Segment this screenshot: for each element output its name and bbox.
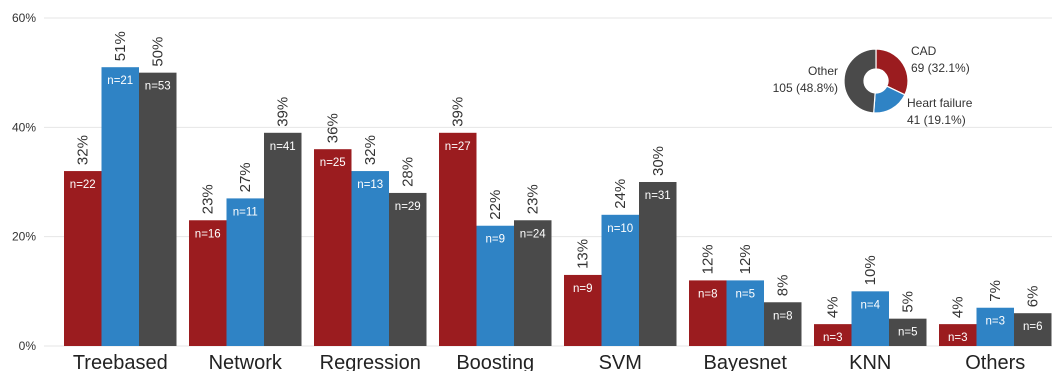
bar-value-label: 23% — [200, 184, 217, 214]
x-category-label: Network — [209, 352, 283, 371]
bar — [314, 149, 352, 346]
bar-value-label: 24% — [612, 179, 629, 209]
bar-layer — [64, 67, 1052, 347]
bar — [939, 324, 977, 346]
x-category-label: Boosting — [456, 352, 534, 371]
bar-count-label: n=53 — [145, 81, 171, 93]
bar-count-label: n=10 — [607, 223, 633, 235]
bar-value-label: 32% — [75, 135, 92, 165]
donut-inset: CAD 69 (32.1%) Heart failure 41 (19.1%) Othe… — [773, 44, 973, 127]
bar — [601, 214, 639, 346]
bar-count-label: n=8 — [698, 288, 718, 300]
bar-count-label: n=31 — [645, 190, 671, 202]
x-category-label: Bayesnet — [704, 352, 788, 371]
bar — [726, 280, 764, 346]
bar — [764, 302, 802, 346]
bar-count-label: n=9 — [485, 234, 505, 246]
donut-slice-value: 69 (32.1%) — [911, 61, 970, 75]
x-category-label: Regression — [320, 352, 421, 371]
bar-count-label: n=3 — [948, 332, 968, 344]
bar-count-label: n=16 — [195, 228, 221, 240]
bar-count-label: n=5 — [735, 288, 755, 300]
bar-value-label: 12% — [700, 244, 717, 274]
bar-value-label: 4% — [825, 296, 842, 318]
bar — [564, 274, 602, 346]
bar — [1014, 313, 1052, 346]
bar-count-label: n=13 — [357, 179, 383, 191]
bar-value-label: 51% — [112, 31, 129, 61]
donut-slice — [843, 48, 877, 114]
bar — [226, 198, 264, 346]
bar-value-label: 12% — [737, 244, 754, 274]
x-category-label: SVM — [599, 352, 642, 371]
bar-count-label: n=11 — [233, 206, 258, 218]
bar-value-label: 10% — [862, 255, 879, 285]
bar — [389, 192, 427, 346]
donut-slice-value: 41 (19.1%) — [907, 113, 966, 127]
bar-count-label: n=5 — [898, 327, 918, 339]
bar-value-label: 28% — [400, 157, 417, 187]
bar-value-label: 13% — [575, 239, 592, 269]
bar — [476, 225, 514, 346]
bar-count-label: n=4 — [860, 299, 880, 311]
bar-value-label: 50% — [150, 37, 167, 67]
donut-slice-name: CAD — [911, 44, 937, 58]
bar-count-label: n=3 — [823, 332, 843, 344]
bar — [264, 132, 302, 346]
y-tick-label: 60% — [12, 11, 36, 25]
bar-value-label: 23% — [525, 184, 542, 214]
bar-value-label: 36% — [325, 113, 342, 143]
bar — [851, 291, 889, 346]
bar-count-label: n=24 — [520, 228, 547, 240]
donut-slice-value: 105 (48.8%) — [773, 81, 838, 95]
bar — [889, 318, 927, 346]
bar-value-label: 6% — [1025, 286, 1042, 308]
bar-count-label: n=25 — [320, 157, 346, 169]
x-category-label: KNN — [849, 352, 891, 371]
bar-count-label: n=8 — [773, 310, 793, 322]
y-tick-label: 20% — [12, 230, 36, 244]
bar — [64, 171, 102, 346]
bar — [689, 280, 727, 346]
bar-value-label: 4% — [950, 296, 967, 318]
x-category-label: Treebased — [73, 352, 168, 371]
bar-value-label: 8% — [775, 275, 792, 297]
y-tick-label: 0% — [19, 339, 37, 353]
x-category-label: Others — [965, 352, 1025, 371]
bar-count-label: n=27 — [445, 141, 471, 153]
bar — [101, 67, 139, 346]
bar-count-label: n=22 — [70, 179, 96, 191]
bar-value-label: 27% — [237, 162, 254, 192]
bar-value-label: 39% — [275, 97, 292, 127]
bar-value-label: 30% — [650, 146, 667, 176]
donut-slice — [875, 48, 909, 96]
bar-value-label: 7% — [987, 280, 1004, 302]
bar — [189, 220, 227, 346]
bar — [814, 324, 852, 346]
bar-count-label: n=41 — [270, 141, 296, 153]
bar-count-label: n=9 — [573, 283, 593, 295]
bar-value-label: 32% — [362, 135, 379, 165]
bar-count-label: n=21 — [107, 75, 133, 87]
bar-value-label: 5% — [900, 291, 917, 313]
label-layer: n=22 32% n=21 51% n=53 50% Treebased n=16 23% n=1… — [70, 31, 1043, 371]
donut-slice-name: Heart failure — [907, 96, 973, 110]
bar-value-label: 22% — [487, 190, 504, 220]
bar — [439, 132, 477, 346]
bar — [351, 171, 389, 346]
bar — [514, 220, 552, 346]
bar-value-label: 39% — [450, 97, 467, 127]
bar-count-label: n=29 — [395, 201, 421, 213]
bar — [976, 307, 1014, 346]
bar — [639, 182, 677, 346]
donut-slice-name: Other — [808, 64, 838, 78]
bar-count-label: n=6 — [1023, 321, 1043, 333]
bar — [139, 72, 177, 347]
bar-count-label: n=3 — [985, 316, 1005, 328]
y-tick-label: 40% — [12, 120, 36, 134]
